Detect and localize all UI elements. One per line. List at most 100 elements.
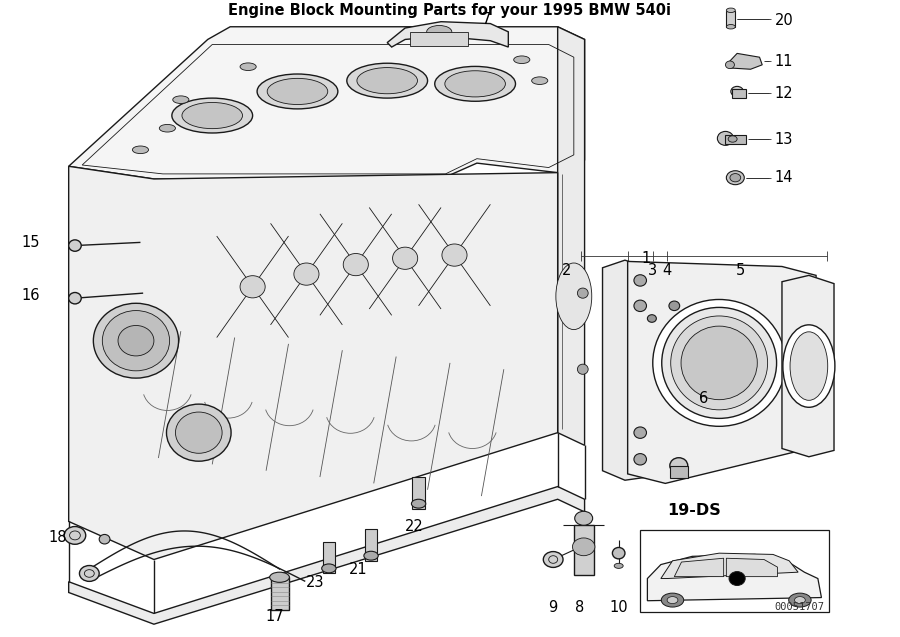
Ellipse shape — [103, 311, 169, 371]
Ellipse shape — [731, 87, 743, 97]
Text: 18: 18 — [48, 530, 67, 545]
Text: 10: 10 — [609, 599, 628, 615]
Ellipse shape — [68, 292, 81, 304]
Ellipse shape — [725, 61, 734, 69]
Ellipse shape — [267, 78, 328, 104]
Polygon shape — [322, 541, 335, 573]
Ellipse shape — [392, 247, 418, 269]
Text: 20: 20 — [775, 13, 794, 28]
Polygon shape — [674, 558, 724, 576]
Ellipse shape — [652, 299, 786, 426]
Polygon shape — [574, 525, 594, 575]
Ellipse shape — [240, 276, 266, 298]
Ellipse shape — [166, 404, 231, 461]
Ellipse shape — [173, 96, 189, 103]
Ellipse shape — [556, 263, 592, 329]
Ellipse shape — [79, 566, 99, 582]
Ellipse shape — [662, 593, 684, 607]
Ellipse shape — [182, 103, 242, 129]
Ellipse shape — [532, 77, 548, 85]
Ellipse shape — [442, 244, 467, 266]
Ellipse shape — [634, 454, 646, 465]
Ellipse shape — [796, 351, 809, 362]
Polygon shape — [726, 54, 762, 69]
Ellipse shape — [670, 458, 688, 473]
Ellipse shape — [544, 552, 563, 568]
Text: 2: 2 — [562, 263, 572, 278]
Ellipse shape — [578, 288, 589, 298]
Polygon shape — [782, 275, 834, 457]
Ellipse shape — [662, 308, 777, 419]
Ellipse shape — [321, 564, 336, 573]
Polygon shape — [661, 553, 798, 578]
Polygon shape — [732, 89, 746, 98]
Text: 5: 5 — [736, 263, 745, 278]
Ellipse shape — [270, 572, 290, 582]
Ellipse shape — [94, 303, 178, 378]
Polygon shape — [726, 11, 735, 27]
Polygon shape — [602, 260, 647, 480]
Ellipse shape — [726, 25, 735, 29]
Polygon shape — [412, 477, 425, 509]
Text: 22: 22 — [405, 519, 424, 534]
Ellipse shape — [68, 240, 81, 251]
Text: 16: 16 — [21, 288, 40, 303]
Text: 8: 8 — [574, 599, 584, 615]
Ellipse shape — [634, 427, 646, 438]
Polygon shape — [68, 27, 585, 179]
Text: 15: 15 — [21, 235, 40, 250]
Ellipse shape — [783, 325, 835, 407]
Ellipse shape — [64, 527, 86, 544]
Polygon shape — [271, 577, 289, 610]
Ellipse shape — [670, 316, 768, 410]
Ellipse shape — [240, 63, 256, 71]
Ellipse shape — [667, 597, 678, 604]
Ellipse shape — [790, 332, 828, 400]
Polygon shape — [726, 558, 778, 576]
Ellipse shape — [435, 66, 516, 101]
Ellipse shape — [99, 534, 110, 544]
Ellipse shape — [634, 300, 646, 311]
Text: 7: 7 — [482, 11, 490, 27]
Ellipse shape — [357, 68, 418, 94]
Ellipse shape — [730, 173, 741, 182]
Ellipse shape — [132, 146, 148, 154]
Text: 14: 14 — [775, 170, 793, 185]
Polygon shape — [558, 27, 585, 445]
Text: Engine Block Mounting Parts for your 1995 BMW 540i: Engine Block Mounting Parts for your 199… — [229, 3, 671, 18]
Ellipse shape — [717, 131, 734, 145]
Bar — [410, 32, 468, 46]
Text: 12: 12 — [775, 86, 794, 101]
Ellipse shape — [159, 124, 176, 132]
Ellipse shape — [788, 593, 811, 607]
Polygon shape — [68, 487, 585, 624]
Text: 11: 11 — [775, 54, 793, 69]
Ellipse shape — [294, 263, 319, 285]
Bar — [640, 531, 829, 612]
Ellipse shape — [257, 74, 338, 109]
Ellipse shape — [445, 71, 506, 97]
Text: 4: 4 — [662, 263, 671, 278]
Ellipse shape — [411, 499, 426, 508]
Ellipse shape — [514, 56, 530, 64]
Polygon shape — [670, 466, 688, 478]
Ellipse shape — [575, 512, 593, 526]
Ellipse shape — [364, 551, 378, 560]
Text: 1: 1 — [641, 252, 650, 266]
Text: 23: 23 — [306, 575, 325, 590]
Polygon shape — [724, 134, 746, 144]
Ellipse shape — [427, 25, 452, 38]
Ellipse shape — [634, 275, 646, 286]
Text: 3: 3 — [648, 263, 657, 278]
Text: 21: 21 — [349, 562, 368, 576]
Polygon shape — [647, 554, 822, 601]
Ellipse shape — [647, 315, 656, 322]
Text: 19-DS: 19-DS — [667, 503, 721, 517]
Polygon shape — [627, 261, 816, 483]
Text: 9: 9 — [548, 599, 557, 615]
Polygon shape — [68, 166, 558, 559]
Ellipse shape — [612, 547, 625, 559]
Ellipse shape — [176, 412, 222, 454]
Ellipse shape — [572, 538, 595, 555]
Ellipse shape — [343, 254, 368, 276]
